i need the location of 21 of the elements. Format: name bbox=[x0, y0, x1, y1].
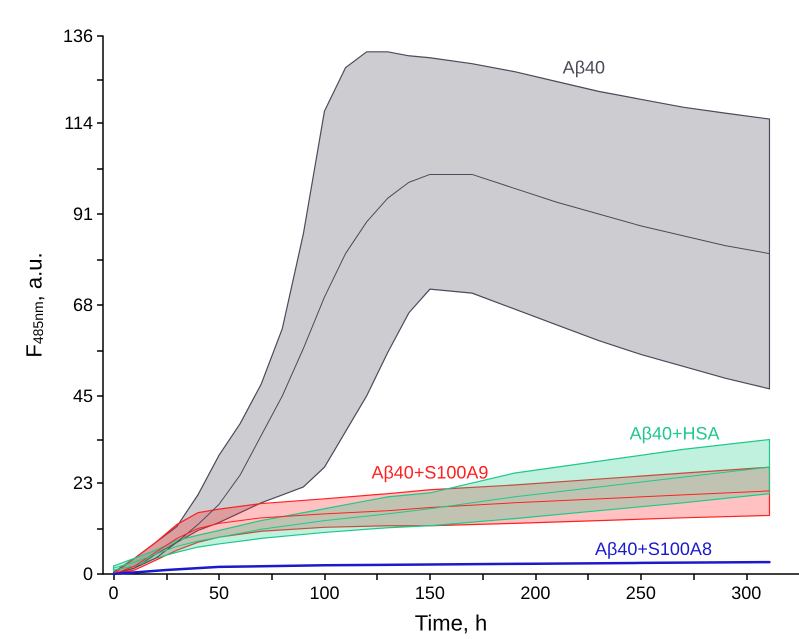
x-tick-label: 50 bbox=[208, 583, 230, 603]
y-axis-title: F485nm, a.u. bbox=[22, 252, 46, 358]
series-label: Aβ40+S100A8 bbox=[594, 539, 712, 560]
y-tick-label: 68 bbox=[72, 295, 93, 315]
x-tick-label: 0 bbox=[108, 583, 119, 603]
text: Aβ40 bbox=[562, 58, 606, 78]
series-label: Aβ40+HSA bbox=[630, 424, 720, 444]
line-series bbox=[112, 560, 771, 576]
y-tick-label: 23 bbox=[72, 473, 93, 494]
series-label: Aβ40+S100A9 bbox=[371, 462, 488, 483]
y-tick-label: 91 bbox=[72, 204, 93, 224]
y-tick-label: 114 bbox=[64, 113, 93, 134]
y-tick-label: 136 bbox=[62, 26, 93, 46]
x-tick-label: 100 bbox=[309, 583, 340, 603]
x-tick-label: 200 bbox=[520, 583, 550, 603]
y-tick-label: 45 bbox=[72, 386, 93, 406]
x-axis-title: Time, h bbox=[414, 610, 488, 636]
y-tick-label: 0 bbox=[82, 564, 93, 584]
x-tick-label: 300 bbox=[731, 583, 762, 603]
x-tick-label: 250 bbox=[626, 583, 656, 603]
x-tick-label: 150 bbox=[414, 583, 445, 603]
